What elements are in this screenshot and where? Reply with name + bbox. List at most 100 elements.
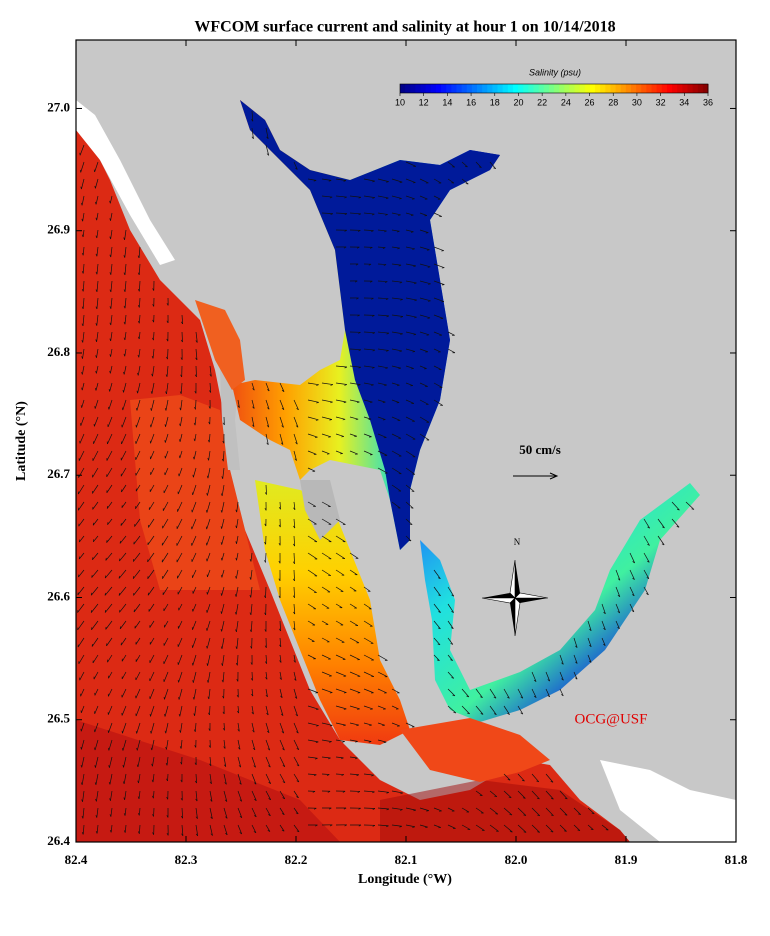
current-arrow <box>251 127 254 139</box>
current-arrow <box>209 756 212 766</box>
current-arrow <box>293 603 296 615</box>
colorbar-cell <box>559 84 565 93</box>
current-arrow-head <box>647 526 650 529</box>
colorbar-cell <box>702 84 709 93</box>
current-arrow-head <box>412 826 415 828</box>
current-arrow <box>78 552 85 560</box>
current-arrow <box>447 331 455 336</box>
current-arrow <box>81 399 85 408</box>
current-arrow-head <box>221 663 223 666</box>
current-arrow <box>419 348 428 353</box>
current-arrow-head <box>278 595 281 599</box>
current-arrow-head <box>400 316 404 318</box>
current-arrow-head <box>382 247 386 249</box>
current-arrow <box>93 433 99 444</box>
current-arrow-head <box>315 419 319 421</box>
current-arrow-head <box>208 728 211 731</box>
current-arrow-head <box>313 807 317 810</box>
current-arrow <box>193 450 197 460</box>
current-arrow-head <box>210 799 213 802</box>
current-arrow-head <box>207 696 210 700</box>
current-arrow-head <box>396 384 400 387</box>
current-arrow <box>122 739 127 751</box>
current-arrow-head <box>136 764 139 768</box>
current-arrow <box>363 739 372 742</box>
current-arrow <box>192 620 197 630</box>
current-arrow-head <box>268 781 271 784</box>
current-arrow <box>363 637 374 644</box>
current-arrow <box>335 671 347 677</box>
current-arrow <box>419 416 430 423</box>
current-arrow-head <box>480 696 483 699</box>
current-arrow-head <box>210 833 213 836</box>
current-arrow <box>573 654 578 664</box>
current-arrow-head <box>372 808 376 810</box>
current-arrow <box>419 331 430 336</box>
current-arrow <box>147 535 155 546</box>
current-arrow-head <box>109 798 111 801</box>
current-arrow-head <box>357 314 360 317</box>
current-arrow <box>433 365 442 370</box>
current-arrow-head <box>296 796 299 799</box>
current-arrow <box>91 569 99 578</box>
current-arrow-head <box>137 796 140 799</box>
current-arrow-head <box>343 401 347 404</box>
current-arrow <box>118 586 127 596</box>
current-arrow <box>138 263 141 275</box>
current-arrow <box>110 212 113 221</box>
current-arrow <box>138 314 141 324</box>
current-arrow <box>81 382 85 391</box>
current-arrow <box>293 824 300 833</box>
current-arrow-head <box>123 353 126 357</box>
current-arrow-head <box>410 507 414 509</box>
current-arrow <box>121 501 127 508</box>
current-arrow <box>110 348 113 357</box>
current-arrow-head <box>164 714 166 717</box>
current-arrow-head <box>252 730 255 733</box>
current-arrow <box>363 365 375 368</box>
current-arrow <box>78 467 85 478</box>
current-arrow-head <box>344 384 347 386</box>
colorbar-cell <box>477 84 483 93</box>
current-arrow-head <box>413 809 416 812</box>
current-arrow-head <box>383 741 387 744</box>
current-arrow <box>119 603 127 613</box>
current-arrow <box>321 399 333 403</box>
current-arrow-head <box>81 218 84 222</box>
current-arrow-head <box>207 439 210 443</box>
current-arrow <box>391 280 403 283</box>
current-arrow-head <box>266 136 269 140</box>
current-arrow <box>475 790 483 796</box>
current-arrow <box>133 535 141 545</box>
current-arrow <box>335 722 346 726</box>
current-arrow <box>104 586 113 596</box>
current-arrow <box>223 722 225 731</box>
current-arrow-head <box>123 781 125 784</box>
current-arrow <box>221 620 225 632</box>
current-arrow-head <box>266 712 269 716</box>
current-arrow-head <box>427 317 431 319</box>
current-arrow <box>194 416 197 426</box>
colorbar-tick-label: 18 <box>490 97 500 107</box>
current-arrow-head <box>81 271 84 274</box>
current-arrow <box>405 348 416 352</box>
colorbar-cell <box>415 84 422 93</box>
current-arrow <box>447 807 455 812</box>
current-arrow <box>405 297 417 301</box>
current-arrow <box>321 739 332 742</box>
current-arrow-head <box>249 577 252 580</box>
current-arrow-head <box>399 825 402 828</box>
current-arrow-head <box>676 508 680 511</box>
current-arrow <box>209 382 212 393</box>
current-arrow <box>237 739 241 750</box>
current-arrow-head <box>193 729 196 732</box>
current-arrow <box>177 569 183 579</box>
current-arrow-head <box>220 646 223 649</box>
current-arrow <box>82 790 85 802</box>
current-arrow-head <box>344 213 348 216</box>
current-arrow <box>265 144 270 156</box>
current-arrow <box>405 824 415 828</box>
current-arrow <box>236 535 239 544</box>
current-arrow <box>95 195 99 205</box>
gulf <box>76 125 630 842</box>
